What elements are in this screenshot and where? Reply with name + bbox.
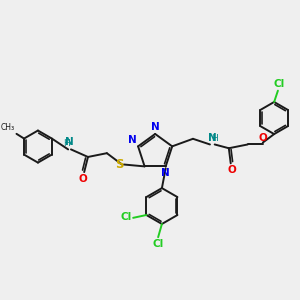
- Text: H: H: [63, 140, 70, 148]
- Text: Cl: Cl: [120, 212, 131, 222]
- Text: O: O: [258, 133, 267, 142]
- Text: N: N: [151, 122, 160, 132]
- Text: N: N: [208, 133, 217, 142]
- Text: Cl: Cl: [273, 79, 284, 89]
- Text: O: O: [227, 165, 236, 175]
- Text: N: N: [65, 136, 74, 147]
- Text: H: H: [211, 134, 217, 142]
- Text: O: O: [79, 174, 88, 184]
- Text: CH₃: CH₃: [1, 123, 15, 132]
- Text: Cl: Cl: [152, 239, 164, 249]
- Text: S: S: [115, 158, 124, 171]
- Text: N: N: [161, 168, 170, 178]
- Text: N: N: [128, 135, 137, 146]
